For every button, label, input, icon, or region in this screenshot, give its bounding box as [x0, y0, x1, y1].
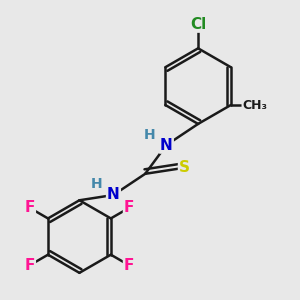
Text: S: S — [179, 160, 190, 175]
Text: F: F — [124, 200, 134, 215]
Text: H: H — [91, 177, 103, 191]
Text: F: F — [25, 258, 35, 273]
Text: H: H — [144, 128, 155, 142]
Text: F: F — [124, 258, 134, 273]
Text: CH₃: CH₃ — [242, 98, 268, 112]
Text: F: F — [25, 200, 35, 215]
Text: Cl: Cl — [190, 16, 206, 32]
Text: N: N — [107, 188, 120, 202]
Text: N: N — [160, 138, 173, 153]
